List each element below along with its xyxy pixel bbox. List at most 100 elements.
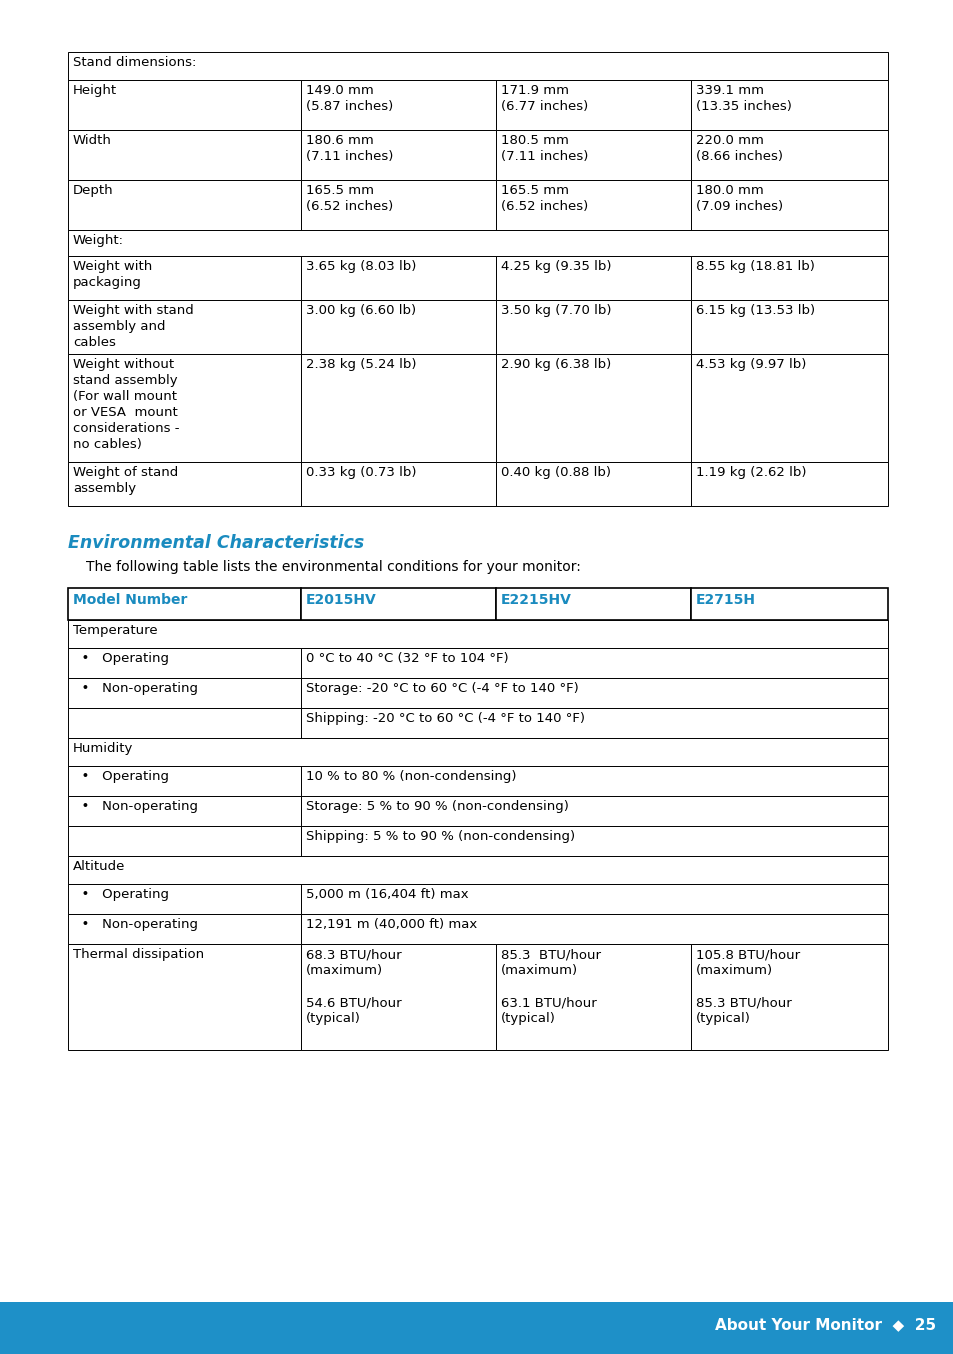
Bar [496, 353, 690, 462]
Bar [68, 462, 301, 506]
Text: Temperature: Temperature [73, 624, 157, 636]
Bar [690, 353, 887, 462]
Bar [68, 914, 301, 944]
Text: 2.90 kg (6.38 lb): 2.90 kg (6.38 lb) [500, 357, 611, 371]
Text: Stand dimensions:: Stand dimensions: [73, 56, 196, 69]
Text: 5,000 m (16,404 ft) max: 5,000 m (16,404 ft) max [306, 888, 468, 900]
Text: •   Non-operating: • Non-operating [73, 682, 198, 695]
Text: 171.9 mm
(6.77 inches): 171.9 mm (6.77 inches) [500, 84, 588, 112]
Text: •   Operating: • Operating [73, 653, 169, 665]
Bar [690, 944, 887, 1049]
Bar [68, 944, 301, 1049]
Bar [301, 588, 496, 620]
Bar [68, 649, 301, 678]
Text: 2.38 kg (5.24 lb): 2.38 kg (5.24 lb) [306, 357, 416, 371]
Text: Model Number: Model Number [73, 593, 187, 607]
Text: 85.3  BTU/hour
(maximum)

63.1 BTU/hour
(typical): 85.3 BTU/hour (maximum) 63.1 BTU/hour (t… [500, 948, 600, 1025]
Text: Weight:: Weight: [73, 234, 124, 246]
Text: 4.53 kg (9.97 lb): 4.53 kg (9.97 lb) [696, 357, 805, 371]
Text: 12,191 m (40,000 ft) max: 12,191 m (40,000 ft) max [306, 918, 476, 932]
Bar [68, 884, 301, 914]
Bar [496, 588, 690, 620]
Text: Humidity: Humidity [73, 742, 133, 756]
Text: 1.19 kg (2.62 lb): 1.19 kg (2.62 lb) [696, 466, 805, 479]
Text: E2215HV: E2215HV [500, 593, 571, 607]
Bar [496, 80, 690, 130]
Bar [301, 256, 496, 301]
Bar [690, 588, 887, 620]
Text: Height: Height [73, 84, 117, 97]
Bar [301, 649, 887, 678]
Text: Weight without
stand assembly
(For wall mount
or VESA  mount
considerations -
no: Weight without stand assembly (For wall … [73, 357, 179, 451]
Bar [690, 80, 887, 130]
Bar [301, 884, 887, 914]
Text: The following table lists the environmental conditions for your monitor:: The following table lists the environmen… [86, 561, 580, 574]
Bar [690, 301, 887, 353]
Text: Shipping: -20 °C to 60 °C (-4 °F to 140 °F): Shipping: -20 °C to 60 °C (-4 °F to 140 … [306, 712, 584, 724]
Bar [690, 130, 887, 180]
Text: •   Operating: • Operating [73, 770, 169, 783]
Bar [68, 766, 301, 796]
Bar [301, 130, 496, 180]
Bar [301, 826, 887, 856]
Bar [68, 130, 301, 180]
Text: 8.55 kg (18.81 lb): 8.55 kg (18.81 lb) [696, 260, 814, 274]
Bar [68, 588, 301, 620]
Text: 6.15 kg (13.53 lb): 6.15 kg (13.53 lb) [696, 305, 814, 317]
Bar [68, 301, 301, 353]
Bar [68, 856, 887, 884]
Text: 339.1 mm
(13.35 inches): 339.1 mm (13.35 inches) [696, 84, 791, 112]
Text: 3.50 kg (7.70 lb): 3.50 kg (7.70 lb) [500, 305, 611, 317]
Text: About Your Monitor  ◆  25: About Your Monitor ◆ 25 [714, 1317, 935, 1332]
Text: E2715H: E2715H [696, 593, 755, 607]
Bar [690, 462, 887, 506]
Bar [301, 944, 496, 1049]
Bar [68, 738, 887, 766]
Text: 0.40 kg (0.88 lb): 0.40 kg (0.88 lb) [500, 466, 610, 479]
Text: 3.00 kg (6.60 lb): 3.00 kg (6.60 lb) [306, 305, 416, 317]
Text: 220.0 mm
(8.66 inches): 220.0 mm (8.66 inches) [696, 134, 782, 162]
Text: 180.5 mm
(7.11 inches): 180.5 mm (7.11 inches) [500, 134, 588, 162]
Text: 165.5 mm
(6.52 inches): 165.5 mm (6.52 inches) [306, 184, 393, 213]
Bar [68, 230, 887, 256]
Bar [496, 130, 690, 180]
Text: Depth: Depth [73, 184, 113, 196]
Text: Thermal dissipation: Thermal dissipation [73, 948, 204, 961]
Bar [0, 1303, 953, 1354]
Text: •   Non-operating: • Non-operating [73, 800, 198, 812]
Bar [68, 708, 301, 738]
Bar [301, 708, 887, 738]
Bar [68, 620, 887, 649]
Bar [68, 180, 301, 230]
Text: Weight with
packaging: Weight with packaging [73, 260, 152, 288]
Text: 180.0 mm
(7.09 inches): 180.0 mm (7.09 inches) [696, 184, 782, 213]
Bar [68, 80, 301, 130]
Bar [68, 796, 301, 826]
Text: 149.0 mm
(5.87 inches): 149.0 mm (5.87 inches) [306, 84, 393, 112]
Text: 4.25 kg (9.35 lb): 4.25 kg (9.35 lb) [500, 260, 611, 274]
Bar [68, 353, 301, 462]
Bar [690, 256, 887, 301]
Text: •   Operating: • Operating [73, 888, 169, 900]
Bar [301, 462, 496, 506]
Text: Width: Width [73, 134, 112, 148]
Bar [301, 678, 887, 708]
Bar [496, 256, 690, 301]
Bar [68, 256, 301, 301]
Text: 0.33 kg (0.73 lb): 0.33 kg (0.73 lb) [306, 466, 416, 479]
Bar [68, 678, 301, 708]
Text: •   Non-operating: • Non-operating [73, 918, 198, 932]
Text: 10 % to 80 % (non-condensing): 10 % to 80 % (non-condensing) [306, 770, 516, 783]
Text: 0 °C to 40 °C (32 °F to 104 °F): 0 °C to 40 °C (32 °F to 104 °F) [306, 653, 508, 665]
Bar [301, 796, 887, 826]
Text: Environmental Characteristics: Environmental Characteristics [68, 533, 364, 552]
Text: 180.6 mm
(7.11 inches): 180.6 mm (7.11 inches) [306, 134, 393, 162]
Bar [301, 180, 496, 230]
Text: 3.65 kg (8.03 lb): 3.65 kg (8.03 lb) [306, 260, 416, 274]
Bar [496, 180, 690, 230]
Text: Storage: -20 °C to 60 °C (-4 °F to 140 °F): Storage: -20 °C to 60 °C (-4 °F to 140 °… [306, 682, 578, 695]
Bar [301, 80, 496, 130]
Text: Weight of stand
assembly: Weight of stand assembly [73, 466, 178, 496]
Bar [690, 180, 887, 230]
Bar [301, 353, 496, 462]
